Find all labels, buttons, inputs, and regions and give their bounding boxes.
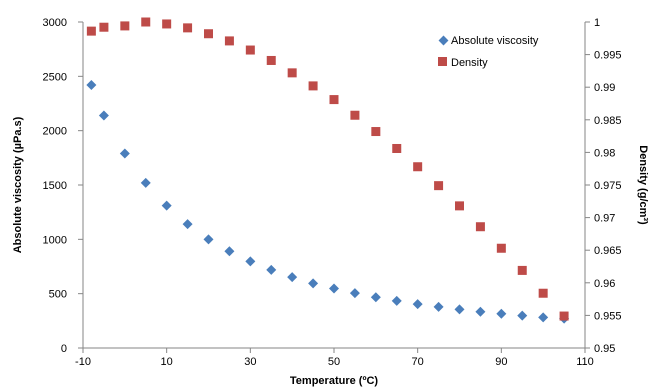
viscosity-point [224,246,235,257]
right-y-tick-label: 0.985 [594,115,622,127]
density-point [308,81,318,91]
viscosity-point [370,292,381,303]
right-y-tick-label: 0.99 [594,82,615,94]
x-tick-label: 110 [576,356,594,368]
left-y-tick-label: 0 [61,343,67,355]
viscosity-point [287,272,298,283]
x-tick-label: -10 [75,356,91,368]
left-y-tick-label: 2500 [43,71,67,83]
density-point [86,26,96,36]
x-tick-label: 10 [161,356,173,368]
left-y-tick-label: 500 [49,289,67,301]
viscosity-point [412,299,423,310]
right-y-tick-label: 0.965 [594,245,622,257]
right-y-tick-label: 0.955 [594,310,622,322]
x-tick-label: 90 [495,356,507,368]
viscosity-point [140,177,151,188]
viscosity-point [329,283,339,294]
viscosity-point [182,219,193,230]
density-point [538,288,548,298]
viscosity-point [203,234,214,245]
right-y-tick-label: 0.97 [594,213,615,225]
viscosity-point [98,110,109,121]
legend-viscosity-label: Absolute viscosity [451,35,539,47]
density-point [266,55,276,65]
density-point [434,181,444,191]
density-point [496,243,506,253]
density-point [455,201,464,211]
left-y-tick-label: 1000 [43,234,67,246]
density-point [475,222,485,232]
viscosity-point [245,256,256,267]
viscosity-point [308,278,319,289]
viscosity-point [266,264,277,275]
viscosity-point [433,301,444,312]
left-y-tick-labels: 0 500 1000 1500 2000 2500 3000 [43,17,83,355]
density-point [141,17,151,27]
legend-density-marker [438,57,447,66]
right-y-tick-label: 0.96 [594,278,615,290]
data-points [86,17,570,324]
viscosity-point [119,148,130,159]
density-point [120,21,130,31]
viscosity-point [161,200,172,211]
density-point [413,162,423,172]
density-point [162,19,172,29]
x-tick-label: 50 [328,356,340,368]
x-tick-label: 70 [412,356,424,368]
density-point [245,45,255,55]
left-y-tick-label: 3000 [43,17,67,29]
density-point [517,265,527,275]
viscosity-point [86,80,97,91]
density-point [559,311,569,321]
density-point [224,36,234,46]
density-point [350,110,360,120]
right-y-tick-label: 0.95 [594,343,615,355]
density-point [371,127,381,137]
right-y-tick-label: 0.995 [594,50,622,62]
right-y-axis-title: Density (g/cm³) [637,145,649,225]
viscosity-point [496,308,507,319]
plot-area [83,22,585,348]
left-y-tick-label: 2000 [43,126,67,138]
density-point [99,22,109,32]
right-y-tick-labels: 0.95 0.955 0.96 0.965 0.97 0.975 0.98 0.985 0.99… [585,17,622,355]
x-axis-title: Temperature (ºC) [290,375,378,387]
viscosity-point [391,295,402,306]
left-y-axis-title: Absolute viscosity (µPa.s) [12,116,24,253]
density-point [183,23,193,33]
x-tick-label: 30 [244,356,256,368]
density-point [329,95,339,105]
viscosity-point [538,312,549,323]
right-y-tick-label: 1 [594,17,600,29]
viscosity-point [454,304,465,315]
right-y-tick-label: 0.98 [594,147,615,159]
legend-density-label: Density [451,57,488,69]
viscosity-point [517,310,528,321]
density-point [204,29,213,39]
density-point [392,143,402,153]
viscosity-point [349,288,360,299]
viscosity-point [475,306,486,317]
left-y-tick-label: 1500 [43,180,67,192]
density-point [287,68,297,78]
x-tick-labels: -10 10 30 50 70 90 110 [75,348,594,368]
right-y-tick-label: 0.975 [594,180,622,192]
